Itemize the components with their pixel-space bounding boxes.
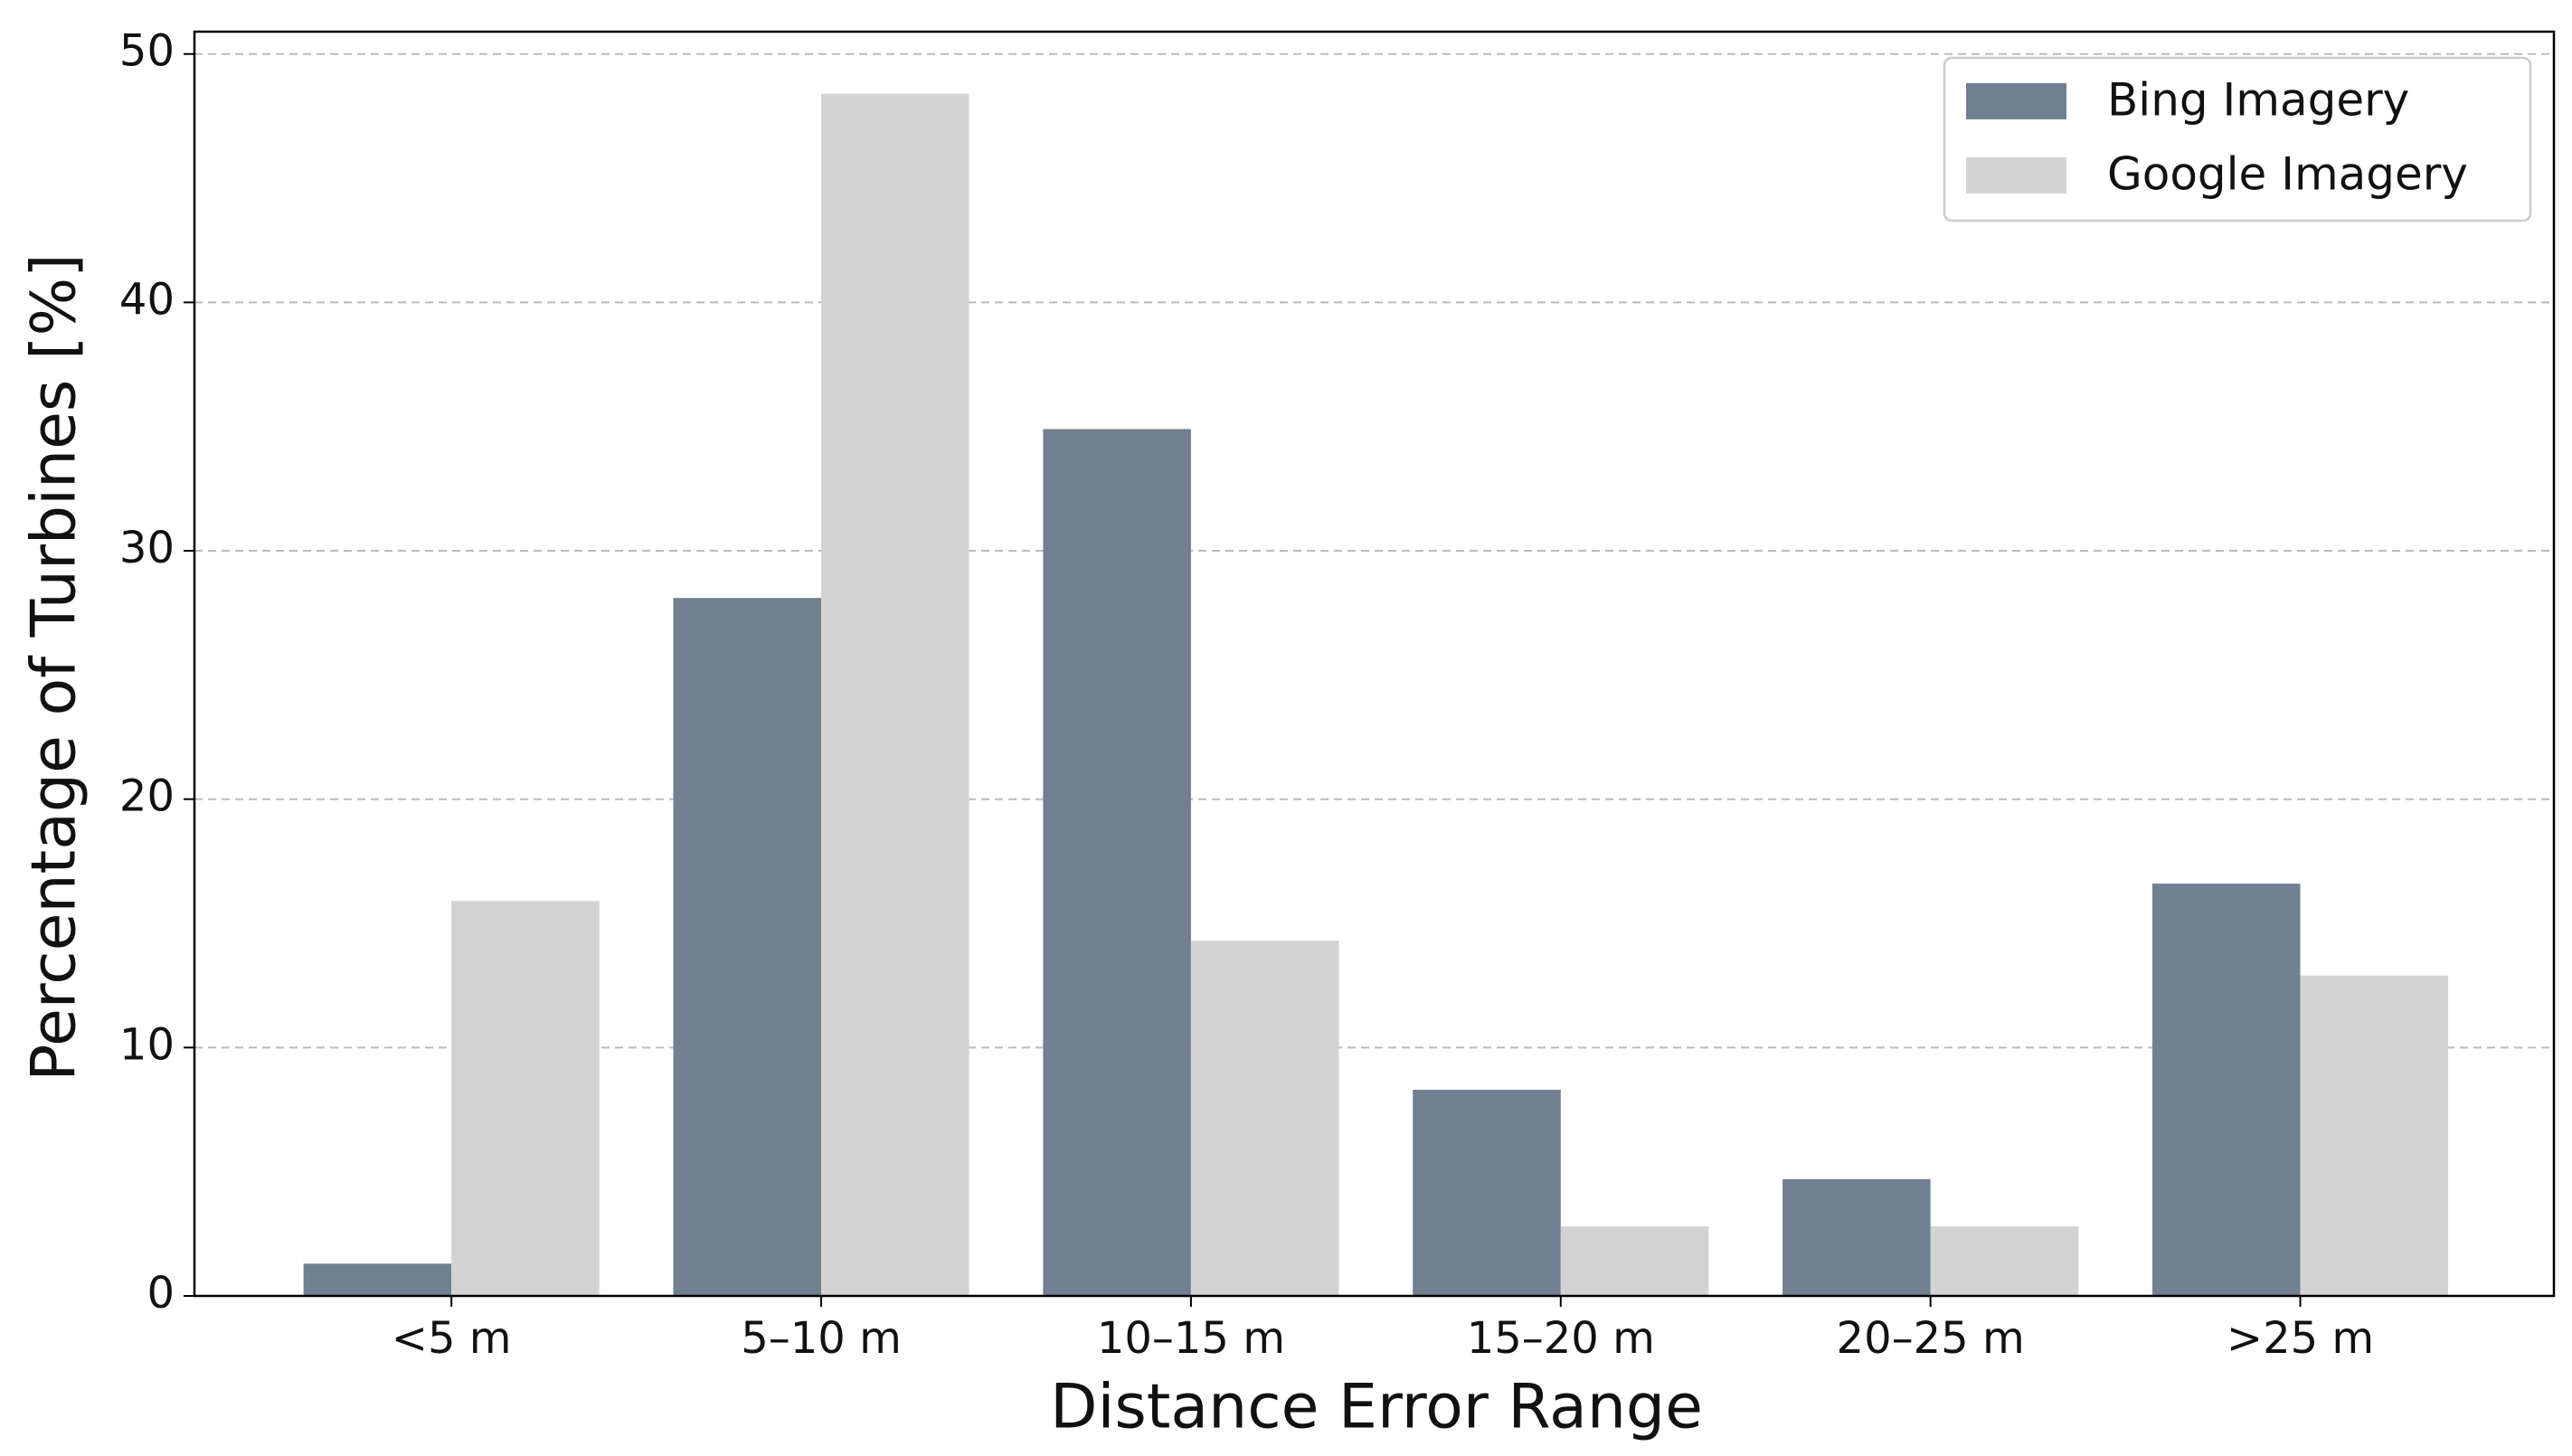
- bar: [2151, 884, 2301, 1296]
- bar: [1190, 941, 1339, 1296]
- x-tick-label: 10–15 m: [1097, 1313, 1285, 1364]
- legend-label: Google Imagery: [2107, 148, 2468, 201]
- y-tick-label: 10: [119, 1019, 175, 1070]
- y-tick-label: 30: [119, 523, 175, 573]
- bar: [821, 93, 969, 1296]
- bar: [1413, 1090, 1561, 1296]
- x-tick-label: 15–20 m: [1467, 1313, 1655, 1364]
- x-tick-label: 20–25 m: [1837, 1313, 2025, 1364]
- bar: [1560, 1226, 1709, 1296]
- x-tick-label: <5 m: [392, 1313, 512, 1364]
- y-tick-label: 20: [119, 771, 175, 822]
- y-tick-label: 40: [119, 274, 175, 325]
- y-tick-label: 0: [147, 1268, 175, 1319]
- bar: [1930, 1226, 2079, 1296]
- x-axis-label: Distance Error Range: [1050, 1372, 1703, 1443]
- plot-frame: [193, 30, 2556, 1298]
- bar: [1043, 429, 1191, 1296]
- x-tick-label: 5–10 m: [741, 1313, 902, 1364]
- legend-label: Bing Imagery: [2107, 74, 2409, 127]
- bar: [1782, 1178, 1931, 1296]
- y-tick-label: 50: [119, 26, 175, 77]
- bar: [451, 901, 600, 1296]
- bar: [2300, 975, 2449, 1296]
- x-tick-label: >25 m: [2227, 1313, 2374, 1364]
- bar: [673, 598, 822, 1296]
- y-axis-label: Percentage of Turbines [%]: [19, 253, 90, 1081]
- bar: [303, 1263, 452, 1296]
- legend-box: [1943, 56, 2532, 222]
- legend-swatch: [1966, 83, 2066, 119]
- legend-swatch: [1966, 157, 2066, 194]
